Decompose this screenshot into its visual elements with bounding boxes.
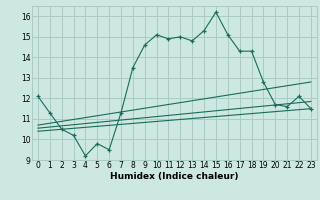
X-axis label: Humidex (Indice chaleur): Humidex (Indice chaleur)	[110, 172, 239, 181]
